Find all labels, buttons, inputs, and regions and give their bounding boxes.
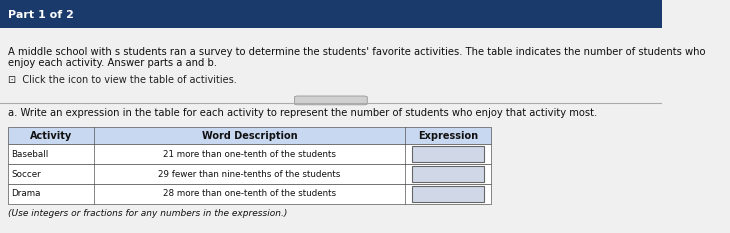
Text: 28 more than one-tenth of the students: 28 more than one-tenth of the students bbox=[163, 189, 336, 199]
FancyBboxPatch shape bbox=[294, 96, 367, 105]
Text: (Use integers or fractions for any numbers in the expression.): (Use integers or fractions for any numbe… bbox=[8, 209, 288, 218]
FancyBboxPatch shape bbox=[412, 146, 485, 162]
FancyBboxPatch shape bbox=[412, 166, 485, 182]
Text: Part 1 of 2: Part 1 of 2 bbox=[8, 10, 74, 20]
Text: a. Write an expression in the table for each activity to represent the number of: a. Write an expression in the table for … bbox=[8, 108, 597, 118]
Text: A middle school with s students ran a survey to determine the students' favorite: A middle school with s students ran a su… bbox=[8, 47, 705, 68]
FancyBboxPatch shape bbox=[8, 164, 491, 184]
Text: Activity: Activity bbox=[30, 131, 72, 141]
FancyBboxPatch shape bbox=[8, 144, 491, 164]
FancyBboxPatch shape bbox=[0, 0, 661, 28]
FancyBboxPatch shape bbox=[412, 186, 485, 202]
Text: Baseball: Baseball bbox=[11, 150, 48, 159]
Text: Drama: Drama bbox=[11, 189, 41, 199]
Text: 29 fewer than nine-tenths of the students: 29 fewer than nine-tenths of the student… bbox=[158, 170, 341, 179]
FancyBboxPatch shape bbox=[8, 127, 491, 144]
Text: ⊡  Click the icon to view the table of activities.: ⊡ Click the icon to view the table of ac… bbox=[8, 75, 237, 85]
Text: Word Description: Word Description bbox=[201, 131, 297, 141]
Text: Expression: Expression bbox=[418, 131, 478, 141]
Text: 21 more than one-tenth of the students: 21 more than one-tenth of the students bbox=[163, 150, 336, 159]
Text: Soccer: Soccer bbox=[11, 170, 41, 179]
FancyBboxPatch shape bbox=[8, 184, 491, 204]
